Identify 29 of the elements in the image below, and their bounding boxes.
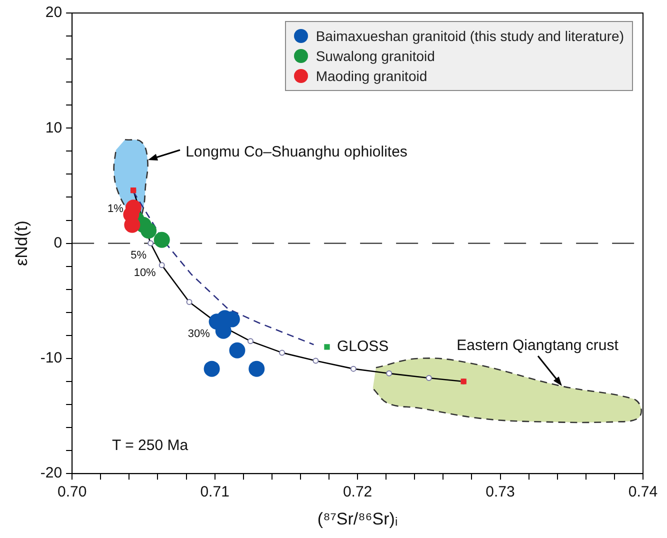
annotation: Eastern Qiangtang crust — [456, 337, 620, 354]
point — [248, 360, 265, 377]
annotation: T = 250 Ma — [112, 437, 189, 454]
annotation: 1% — [108, 203, 124, 216]
point — [154, 232, 170, 248]
annotation: GLOSS — [336, 338, 389, 356]
point — [204, 360, 220, 377]
x-tick-label: 0.73 — [486, 484, 515, 501]
annotation: 10% — [134, 267, 156, 280]
legend-label: Suwalong granitoid — [316, 48, 435, 64]
y-tick-label: 10 — [45, 119, 62, 136]
y-tick-label: -10 — [40, 350, 62, 367]
y-tick-label: 20 — [45, 4, 62, 22]
y-tick-label: 0 — [54, 234, 62, 252]
x-tick-label: 0.71 — [200, 484, 230, 501]
legend-label: Maoding granitoid — [316, 68, 428, 84]
point — [324, 344, 330, 350]
annotation: 30% — [188, 328, 210, 340]
x-tick-label: 0.70 — [57, 484, 87, 501]
point — [140, 222, 157, 239]
point — [229, 342, 246, 358]
y-tick-label: -20 — [40, 464, 62, 482]
x-tick-label: 0.74 — [628, 484, 658, 501]
legend-label: Baimaxueshan granitoid (this study and literature) — [316, 28, 624, 44]
x-tick-label: 0.72 — [342, 484, 372, 501]
annotation: Longmu Co–Shuanghu ophiolites — [186, 144, 408, 161]
x-axis-title: (⁸⁷Sr/⁸⁶Sr)ᵢ — [317, 509, 398, 528]
y-axis-title: εNd(t) — [12, 220, 31, 266]
annotation: 5% — [130, 249, 147, 262]
